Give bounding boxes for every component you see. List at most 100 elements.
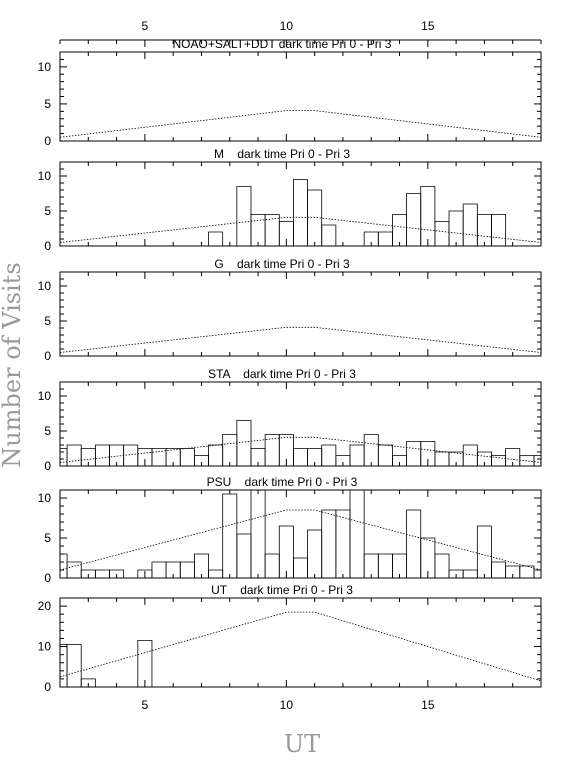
histogram-bin (250, 489, 266, 578)
histogram-bin (278, 525, 294, 578)
histogram-bin (377, 553, 393, 578)
y-axis-label: Number of Visits (0, 262, 26, 467)
histogram-bin (392, 214, 408, 246)
y-axis-tick-label: 5 (44, 314, 51, 328)
panels: NOAO+SALT+DDT dark time Pri 0 - Pri 3 0 5 1… (38, 37, 542, 712)
panel-title: M dark time Pri 0 - Pri 3 (214, 147, 350, 161)
histogram-bin (349, 489, 365, 578)
y-axis-tick-label: 0 (44, 571, 51, 585)
y-axis-tick-label: 10 (38, 169, 52, 183)
panel-title: PSU dark time Pri 0 - Pri 3 (207, 475, 358, 489)
model-curve (59, 326, 542, 353)
y-axis-tick-label: 0 (44, 459, 51, 473)
histogram-bin (293, 557, 308, 578)
x-axis-tick-label: 10 (280, 698, 294, 712)
histogram-bin (80, 678, 96, 687)
histogram-bin (193, 553, 209, 578)
histogram-bin (406, 441, 422, 466)
y-axis-tick-label: 10 (38, 279, 52, 293)
histogram-bin (293, 179, 308, 246)
histogram-bin (406, 509, 422, 578)
histogram-bin (293, 448, 308, 466)
histogram-bin (321, 509, 337, 578)
histogram-bin (434, 451, 450, 466)
panel-2: M dark time Pri 0 - Pri 3 0 5 10 (38, 147, 542, 253)
histogram-bin (179, 448, 195, 466)
panel-6: UT dark time Pri 0 - Pri 3 0 10 20 5 10 15 (38, 583, 542, 712)
panel-title: NOAO+SALT+DDT dark time Pri 0 - Pri 3 (173, 37, 392, 51)
y-axis-tick-label: 10 (38, 60, 52, 74)
histogram-bin (66, 561, 82, 578)
y-axis-tick-label: 0 (44, 239, 51, 253)
y-axis-tick-label: 5 (44, 204, 51, 218)
histogram-bin (491, 214, 507, 246)
histogram-bin (476, 525, 492, 578)
histogram-bin (222, 493, 238, 578)
histogram-bin (406, 193, 422, 246)
y-axis-tick-label: 0 (44, 680, 51, 694)
histogram-bin (321, 224, 337, 246)
histogram-bin (476, 214, 492, 246)
histogram-bin (264, 553, 280, 578)
panel-4: STA dark time Pri 0 - Pri 3 0 5 10 (38, 367, 542, 473)
histogram-bin (94, 569, 110, 578)
model-curve (59, 110, 542, 138)
histogram-bin (208, 231, 224, 246)
histogram-bin (66, 444, 82, 466)
histogram-bin (434, 221, 450, 246)
x-axis-label: UT (284, 730, 320, 758)
histogram-bin (377, 444, 393, 466)
histogram-bin (222, 434, 238, 466)
histogram-bin (109, 569, 125, 578)
panel-frame (59, 271, 542, 357)
y-axis-tick-label: 10 (38, 640, 52, 654)
histogram-bin (349, 444, 365, 466)
histogram-bin (236, 420, 252, 466)
y-axis-tick-label: 0 (44, 349, 51, 363)
histogram-bin (321, 444, 337, 466)
histogram-bin (59, 448, 68, 466)
panel-frame (59, 381, 542, 467)
histogram-bin (208, 569, 224, 578)
y-axis-tick-label: 20 (38, 599, 52, 613)
panel-frame (59, 597, 542, 688)
panel-1: NOAO+SALT+DDT dark time Pri 0 - Pri 3 0 5 1… (38, 37, 542, 148)
histogram-bin (137, 640, 153, 687)
top-axis: 5 10 15 (59, 19, 542, 47)
histogram-bin (434, 553, 450, 578)
histogram-bin (363, 434, 379, 466)
histogram-bin (66, 644, 82, 687)
histogram-bin (335, 509, 351, 578)
histogram-bin (533, 455, 542, 466)
panel-frame (59, 489, 542, 579)
histogram-bin (533, 569, 542, 578)
histogram-bin (151, 561, 167, 578)
histogram-bin (236, 533, 252, 578)
histogram-bin (377, 231, 393, 246)
histogram-bin (94, 444, 110, 466)
model-curve (59, 611, 542, 682)
y-axis-tick-label: 10 (38, 491, 52, 505)
top-axis-tick-label: 15 (421, 19, 435, 33)
histogram-bin (307, 529, 323, 578)
histogram-bin (519, 455, 535, 466)
y-axis-tick-label: 10 (38, 389, 52, 403)
histogram-bin (250, 214, 266, 246)
panel-5: PSU dark time Pri 0 - Pri 3 0 5 10 (38, 475, 542, 585)
histogram-bin (236, 186, 252, 246)
histogram-bin (448, 210, 464, 246)
top-axis-tick-label: 5 (142, 19, 149, 33)
model-curve (59, 509, 542, 571)
histogram-bin (208, 444, 224, 466)
histogram-bin (462, 203, 478, 246)
x-axis-tick-label: 15 (421, 698, 435, 712)
y-axis-tick-label: 5 (44, 97, 51, 111)
y-axis-tick-label: 0 (44, 134, 51, 148)
histogram-bin (462, 569, 478, 578)
panel-title: STA dark time Pri 0 - Pri 3 (208, 367, 356, 381)
histogram-bin (59, 644, 68, 687)
histogram-bin (179, 561, 195, 578)
y-axis-tick-label: 5 (44, 424, 51, 438)
panel-3: G dark time Pri 0 - Pri 3 0 5 10 (38, 257, 542, 363)
